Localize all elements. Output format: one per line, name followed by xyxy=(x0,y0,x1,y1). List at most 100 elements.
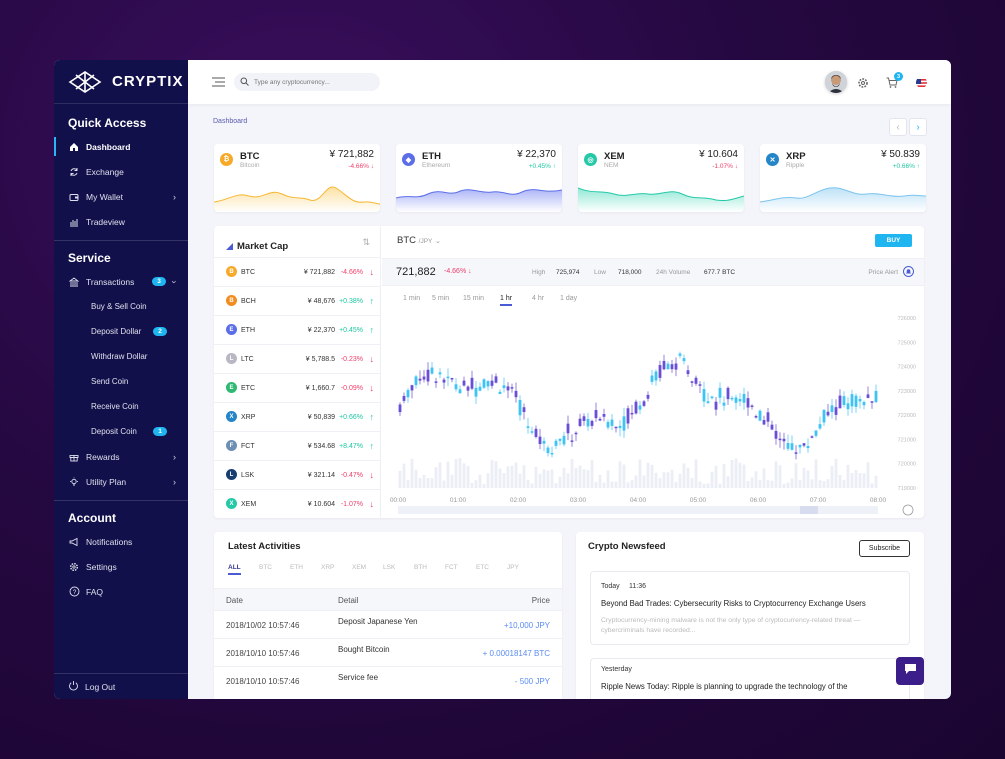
market-cap-row-xrp[interactable]: X XRP ¥ 50,839 +0.66% ↑ xyxy=(214,402,381,431)
sidebar-item-tradeview[interactable]: Tradeview xyxy=(54,209,188,234)
buy-button[interactable]: BUY xyxy=(875,234,912,247)
logout-button[interactable]: Log Out xyxy=(54,673,188,699)
news-item[interactable]: Yesterday Ripple News Today: Ripple is p… xyxy=(590,658,910,699)
home-icon xyxy=(68,141,80,153)
timeframe-tab[interactable]: 5 min xyxy=(432,295,450,302)
volume-bar xyxy=(710,471,714,488)
search-bar xyxy=(234,73,380,91)
arrow-up-icon: ↑ xyxy=(369,296,375,306)
market-cap-row-xem[interactable]: X XEM ¥ 10.604 -1.07% ↓ xyxy=(214,489,381,518)
sidebar-item-settings[interactable]: Settings xyxy=(54,554,188,579)
menu-toggle-icon[interactable] xyxy=(212,77,226,87)
next-arrow-button[interactable]: › xyxy=(909,118,927,136)
activity-row[interactable]: 2018/10/02 10:57:46 Deposit Japanese Yen +… xyxy=(214,610,562,638)
subscribe-button[interactable]: Subscribe xyxy=(859,540,910,557)
activity-tab[interactable]: BTH xyxy=(414,564,427,571)
market-cap-title: Market Cap xyxy=(237,240,289,252)
bell-icon[interactable] xyxy=(903,266,914,277)
candle-body xyxy=(826,411,830,416)
row-change: -4.66% xyxy=(340,268,363,276)
price-alert-label[interactable]: Price Alert xyxy=(868,269,898,276)
brand-logo[interactable]: CRYPTIX xyxy=(54,60,188,104)
market-cap-row-lsk[interactable]: L LSK ¥ 321.14 -0.47% ↓ xyxy=(214,460,381,489)
timeframe-tab[interactable]: 15 min xyxy=(463,295,485,302)
prev-arrow-button[interactable]: ‹ xyxy=(889,118,907,136)
volume-bar xyxy=(450,474,454,488)
market-cap-row-etc[interactable]: E ETC ¥ 1,660.7 -0.09% ↓ xyxy=(214,373,381,402)
row-price: ¥ 721,882 xyxy=(303,268,335,276)
timeframe-tab[interactable]: 1 day xyxy=(560,295,578,302)
sidebar-item-utility-plan[interactable]: Utility Plan › xyxy=(54,469,188,494)
coin-name: NEM xyxy=(604,162,619,169)
candle-body xyxy=(634,401,638,414)
us-flag-icon[interactable] xyxy=(916,77,927,88)
activity-tab[interactable]: ETH xyxy=(290,564,303,571)
volume-bar xyxy=(822,481,826,488)
settings-gear-icon[interactable] xyxy=(857,76,869,94)
volume-bar xyxy=(818,480,822,488)
bch-coin-icon: B xyxy=(226,295,237,306)
coin-card-btc[interactable]: ₿ BTC Bitcoin ¥ 721,882 -4.66% ↓ xyxy=(214,144,380,212)
activity-tab[interactable]: LSK xyxy=(383,564,396,571)
chart-scroll-thumb[interactable] xyxy=(800,506,818,514)
sidebar-subitem-deposit-dollar[interactable]: Deposit Dollar 2 xyxy=(54,319,188,344)
news-item[interactable]: Today 11:36 Beyond Bad Trades: Cybersecu… xyxy=(590,571,910,645)
chevron-left-icon: ‹ xyxy=(896,121,900,133)
arrow-down-icon: ↓ xyxy=(369,354,375,364)
candle-body xyxy=(698,384,702,386)
sidebar-subitem-buy-sell-coin[interactable]: Buy & Sell Coin xyxy=(54,294,188,319)
candle-body xyxy=(478,386,482,391)
breadcrumb[interactable]: Dashboard xyxy=(213,118,248,125)
sidebar-subitem-withdraw-dollar[interactable]: Withdraw Dollar xyxy=(54,344,188,369)
candle-body xyxy=(606,421,610,428)
info-icon[interactable] xyxy=(902,504,914,516)
row-symbol: XRP xyxy=(241,413,256,421)
market-cap-row-eth[interactable]: E ETH ¥ 22,370 +0.45% ↑ xyxy=(214,315,381,344)
avatar[interactable] xyxy=(825,71,847,93)
trade-pair-selector[interactable]: BTC /JPY ⌄ xyxy=(397,235,441,246)
sidebar-subitem-deposit-coin[interactable]: Deposit Coin 1 xyxy=(54,419,188,444)
sort-icon[interactable]: ⇅ xyxy=(362,237,370,247)
volume-bar xyxy=(506,466,510,488)
coin-card-eth[interactable]: ◆ ETH Ethereum ¥ 22,370 +0.45% ↑ xyxy=(396,144,562,212)
sidebar-item-faq[interactable]: ? FAQ xyxy=(54,579,188,604)
timeframe-tab[interactable]: 1 hr xyxy=(500,295,513,306)
activity-tab[interactable]: ALL xyxy=(228,564,241,575)
row-price: ¥ 10.604 xyxy=(307,500,335,508)
activity-tab[interactable]: ETC xyxy=(476,564,489,571)
eth-coin-icon: E xyxy=(226,324,237,335)
sidebar-item-rewards[interactable]: Rewards › xyxy=(54,444,188,469)
activity-tab[interactable]: XRP xyxy=(321,564,335,571)
sidebar-item-my-wallet[interactable]: My Wallet › xyxy=(54,184,188,209)
btc-coin-icon: ₿ xyxy=(220,153,233,166)
sidebar-item-notifications[interactable]: Notifications xyxy=(54,529,188,554)
timeframe-tab[interactable]: 4 hr xyxy=(532,295,545,302)
chart-scrollbar[interactable] xyxy=(398,506,878,514)
activity-tab[interactable]: XEM xyxy=(352,564,367,571)
timeframe-tab[interactable]: 1 min xyxy=(403,295,421,302)
activity-tab[interactable]: FCT xyxy=(445,564,458,571)
market-cap-row-ltc[interactable]: L LTC ¥ 5,788.5 -0.23% ↓ xyxy=(214,344,381,373)
sidebar-item-transactions[interactable]: Transactions 3 › xyxy=(54,269,188,294)
volume-bar xyxy=(594,481,598,488)
sidebar-subitem-receive-coin[interactable]: Receive Coin xyxy=(54,394,188,419)
activity-tab[interactable]: JPY xyxy=(507,564,519,571)
sidebar-subitem-send-coin[interactable]: Send Coin xyxy=(54,369,188,394)
coin-card-xem[interactable]: ◎ XEM NEM ¥ 10.604 -1.07% ↓ xyxy=(578,144,744,212)
chat-button[interactable] xyxy=(896,657,924,685)
market-cap-row-bch[interactable]: B BCH ¥ 48,676 +0.38% ↑ xyxy=(214,286,381,315)
sidebar-item-exchange[interactable]: Exchange xyxy=(54,159,188,184)
sidebar-item-label: Exchange xyxy=(86,166,124,177)
activity-row[interactable]: 2018/10/10 10:57:46 Service fee - 500 JPY xyxy=(214,666,562,694)
volume-bar xyxy=(542,469,546,488)
sidebar-item-dashboard[interactable]: Dashboard xyxy=(54,134,188,159)
search-input[interactable] xyxy=(254,78,364,86)
coin-card-xrp[interactable]: ✕ XRP Ripple ¥ 50.839 +0.66% ↑ xyxy=(760,144,926,212)
volume-bar xyxy=(546,470,550,488)
activity-row[interactable]: 2018/10/10 10:57:46 Bought Bitcoin + 0.000… xyxy=(214,638,562,666)
market-cap-row-fct[interactable]: F FCT ¥ 534.68 +8.47% ↑ xyxy=(214,431,381,460)
market-cap-row-btc[interactable]: B BTC ¥ 721,882 -4.66% ↓ xyxy=(214,257,381,286)
news-headline: Beyond Bad Trades: Cybersecurity Risks t… xyxy=(601,599,866,608)
sidebar-divider xyxy=(54,500,188,501)
activity-tab[interactable]: BTC xyxy=(259,564,272,571)
